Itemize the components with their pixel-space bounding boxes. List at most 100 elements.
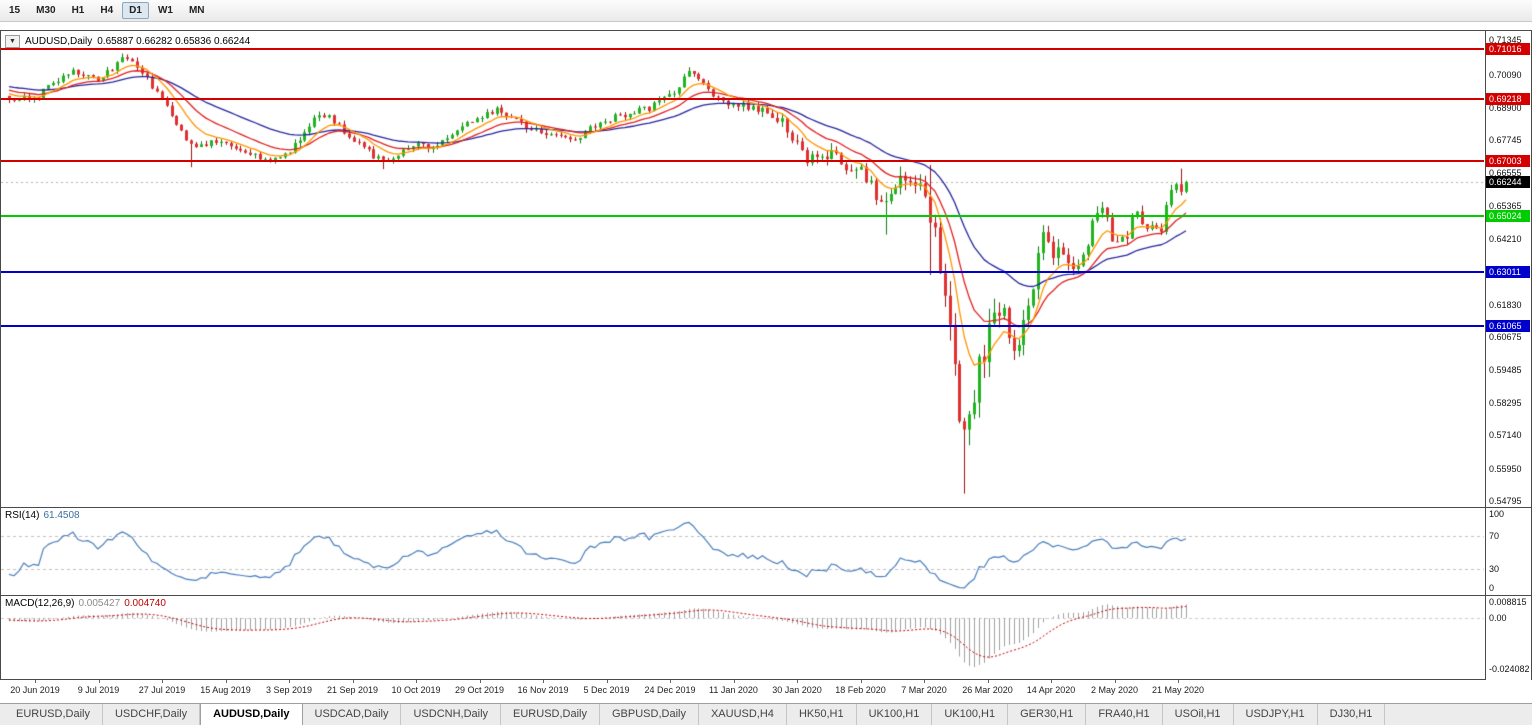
price-tick-label: 0.68900 (1489, 102, 1522, 113)
symbol-dropdown-icon[interactable]: ▼ (5, 35, 20, 48)
chart-tab-audusd-daily[interactable]: AUDUSD,Daily (200, 704, 303, 725)
date-tick (1178, 680, 1179, 683)
date-tick (1114, 680, 1116, 683)
chart-tab-eurusd-daily[interactable]: EURUSD,Daily (501, 704, 600, 725)
date-label: 9 Jul 2019 (77, 685, 120, 695)
date-tick (987, 680, 989, 683)
date-label: 11 Jan 2020 (709, 685, 758, 695)
date-label: 29 Oct 2019 (454, 685, 505, 695)
date-tick (606, 680, 608, 683)
chart-tab-uk100-h1[interactable]: UK100,H1 (932, 704, 1009, 725)
chart-tab-ger30-h1[interactable]: GER30,H1 (1008, 704, 1087, 725)
level-line (1, 270, 1484, 273)
price-tick-label: 0.57140 (1489, 430, 1522, 441)
rsi-value: 61.4508 (43, 510, 80, 521)
chart-tab-uk100-h1[interactable]: UK100,H1 (857, 704, 933, 725)
date-label: 2 May 2020 (1090, 685, 1139, 695)
price-tick-label: 0.66555 (1489, 168, 1522, 179)
level-price-label: 0.65024 (1486, 209, 1530, 222)
date-label: 5 Dec 2019 (583, 685, 630, 695)
date-tick (352, 680, 354, 683)
macd-label: MACD(12,26,9) (5, 598, 75, 609)
date-label: 26 Mar 2020 (962, 685, 1013, 695)
rsi-axis-label: 100 (1489, 509, 1505, 519)
current-price-label: 0.66244 (1486, 175, 1530, 188)
macd-canvas[interactable] (1, 596, 1484, 678)
date-tick (225, 680, 227, 683)
level-price-label: 0.67003 (1486, 154, 1530, 167)
price-tick-label: 0.55950 (1489, 463, 1522, 474)
macd-axis-label: 0.008815 (1489, 597, 1527, 607)
date-tick (35, 680, 36, 683)
date-tick (98, 680, 100, 683)
date-tick (162, 680, 163, 683)
chart-tab-xauusd-h4[interactable]: XAUUSD,H4 (699, 704, 787, 725)
date-label: 30 Jan 2020 (772, 685, 822, 695)
time-axis[interactable]: 20 Jun 2019 9 Jul 2019 27 Jul 2019 15 Aug 2… (0, 680, 1532, 700)
price-tick-label: 0.70090 (1489, 69, 1522, 80)
macd-panel: 0.008815 0.00 -0.024082 MACD(12,26,9) 0.005… (1, 596, 1531, 680)
chart-tab-hk50-h1[interactable]: HK50,H1 (787, 704, 857, 725)
price-tick-label: 0.58295 (1489, 398, 1522, 409)
chart-tab-fra40-h1[interactable]: FRA40,H1 (1086, 704, 1163, 725)
price-tick-label: 0.61830 (1489, 299, 1522, 310)
date-label: 15 Aug 2019 (200, 685, 251, 695)
price-tick-label: 0.60675 (1489, 331, 1522, 342)
level-line (1, 98, 1484, 101)
chart-tab-usdjpy-h1[interactable]: USDJPY,H1 (1234, 704, 1318, 725)
date-tick (289, 680, 290, 683)
price-tick-label: 0.59485 (1489, 365, 1522, 376)
timeframe-button-h1[interactable]: H1 (71, 5, 85, 16)
date-tick (543, 680, 544, 683)
date-tick (416, 680, 417, 683)
level-price-label: 0.61065 (1486, 320, 1530, 333)
date-label: 18 Feb 2020 (835, 685, 886, 695)
date-label: 27 Jul 2019 (138, 685, 186, 695)
macd-main-value: 0.005427 (78, 598, 121, 609)
chart-tab-gbpusd-daily[interactable]: GBPUSD,Daily (600, 704, 699, 725)
date-label: 21 Sep 2019 (326, 685, 379, 695)
level-line (1, 47, 1484, 50)
chart-symbol-label: AUDUSD,Daily (25, 36, 93, 47)
rsi-axis-label: 70 (1489, 530, 1500, 541)
chart-tab-eurusd-daily[interactable]: EURUSD,Daily (4, 704, 103, 725)
chart-tabs-bar: EURUSD,Daily USDCHF,Daily AUDUSD,Daily USDC… (0, 703, 1532, 725)
price-tick-label: 0.67745 (1489, 135, 1522, 146)
date-tick (924, 680, 925, 683)
rsi-axis-label: 30 (1489, 563, 1500, 574)
price-axis[interactable]: 0.71345 0.70090 0.68900 0.67745 0.66555 0.653… (1485, 31, 1531, 507)
chart-title: ▼ AUDUSD,Daily 0.65887 0.66282 0.65836 0… (5, 35, 250, 48)
date-tick (860, 680, 862, 683)
rsi-title: RSI(14) 61.4508 (5, 510, 80, 521)
date-label: 3 Sep 2019 (265, 685, 313, 695)
chart-tab-dj30-h1[interactable]: DJ30,H1 (1318, 704, 1386, 725)
timeframe-toolbar: 15 M30 H1 H4 D1 W1 MN (0, 0, 1532, 22)
macd-axis[interactable]: 0.008815 0.00 -0.024082 (1485, 596, 1531, 680)
rsi-axis[interactable]: 100 70 30 0 (1485, 508, 1531, 595)
timeframe-button-mn[interactable]: MN (188, 5, 205, 16)
timeframe-button-h4[interactable]: H4 (100, 5, 114, 16)
date-label: 24 Dec 2019 (644, 685, 696, 695)
date-tick (479, 680, 481, 683)
main-chart-panel: 0.71345 0.70090 0.68900 0.67745 0.66555 0.653… (1, 31, 1531, 508)
price-tick-label: 0.64210 (1489, 233, 1522, 244)
timeframe-button-m30[interactable]: M30 (36, 5, 56, 16)
price-tick-label: 0.65365 (1489, 201, 1522, 212)
chart-tab-usoil-h1[interactable]: USOil,H1 (1163, 704, 1234, 725)
rsi-label: RSI(14) (5, 510, 40, 521)
level-line (1, 214, 1484, 217)
timeframe-button-d1[interactable]: D1 (122, 2, 149, 19)
timeframe-button-15[interactable]: 15 (9, 5, 21, 16)
macd-axis-label: -0.024082 (1489, 663, 1530, 674)
main-chart-canvas[interactable] (1, 31, 1484, 507)
chart-tab-usdchf-daily[interactable]: USDCHF,Daily (103, 704, 201, 725)
chart-tab-usdcad-daily[interactable]: USDCAD,Daily (303, 704, 402, 725)
timeframe-button-w1[interactable]: W1 (157, 5, 173, 16)
rsi-canvas[interactable] (1, 508, 1484, 595)
date-tick (670, 680, 671, 683)
date-label: 10 Oct 2019 (391, 685, 441, 695)
chart-ohlc-values: 0.65887 0.66282 0.65836 0.66244 (97, 36, 251, 47)
chart-tab-usdcnh-daily[interactable]: USDCNH,Daily (401, 704, 502, 725)
level-price-label: 0.71016 (1486, 42, 1530, 55)
